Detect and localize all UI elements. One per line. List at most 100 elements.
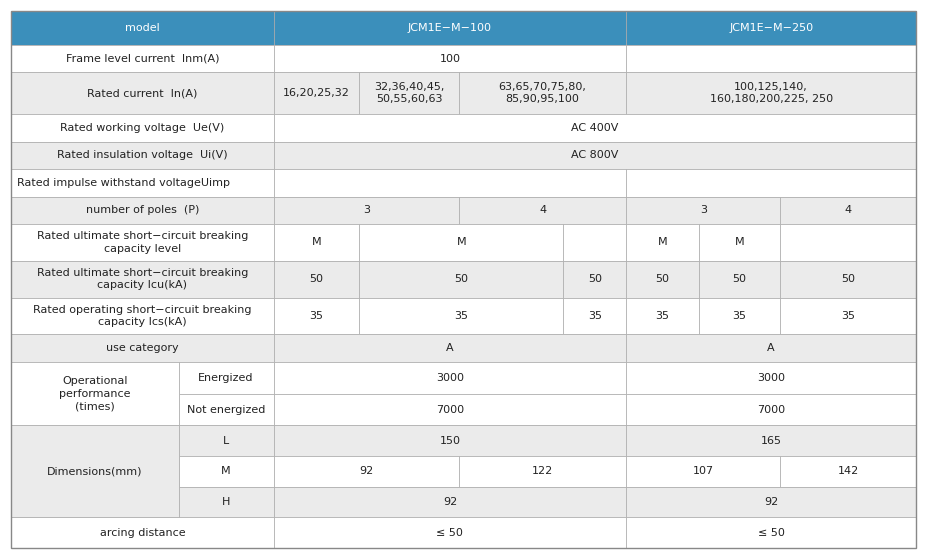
Bar <box>11 141 273 169</box>
Bar <box>627 394 916 425</box>
Bar <box>11 114 273 141</box>
Bar <box>179 487 273 517</box>
Bar <box>360 224 563 261</box>
Text: ≤ 50: ≤ 50 <box>437 528 464 538</box>
Bar <box>459 197 627 224</box>
Bar <box>563 224 627 261</box>
Bar <box>179 425 273 456</box>
Text: 3: 3 <box>700 205 706 215</box>
Bar <box>273 394 627 425</box>
Bar <box>273 487 627 517</box>
Text: 16,20,25,32: 16,20,25,32 <box>283 88 349 98</box>
Bar <box>699 224 781 261</box>
Bar <box>360 261 563 297</box>
Text: JCM1E−M−250: JCM1E−M−250 <box>729 23 813 33</box>
Bar <box>179 456 273 487</box>
Bar <box>627 169 916 197</box>
Text: 7000: 7000 <box>436 405 464 415</box>
Text: Not energized: Not energized <box>187 405 265 415</box>
Text: 7000: 7000 <box>757 405 785 415</box>
Text: 92: 92 <box>764 497 779 507</box>
Text: number of poles  (P): number of poles (P) <box>85 205 199 215</box>
Text: 35: 35 <box>588 311 602 321</box>
Bar <box>781 456 916 487</box>
Text: 100,125,140,
160,180,200,225, 250: 100,125,140, 160,180,200,225, 250 <box>709 82 832 105</box>
Text: 50: 50 <box>655 274 669 284</box>
Text: H: H <box>222 497 230 507</box>
Text: L: L <box>222 435 229 446</box>
Text: 50: 50 <box>588 274 602 284</box>
Text: arcing distance: arcing distance <box>99 528 185 538</box>
Text: M: M <box>658 238 667 248</box>
Bar <box>273 197 459 224</box>
Bar <box>273 45 627 72</box>
Text: 100: 100 <box>439 54 461 64</box>
Bar <box>273 169 627 197</box>
Bar <box>781 197 916 224</box>
Bar <box>11 334 273 362</box>
Text: ≤ 50: ≤ 50 <box>757 528 784 538</box>
Bar <box>11 169 273 197</box>
Text: M: M <box>222 466 231 476</box>
Text: Rated working voltage  Ue(V): Rated working voltage Ue(V) <box>60 123 224 132</box>
Bar <box>699 261 781 297</box>
Bar <box>627 425 916 456</box>
Text: 107: 107 <box>692 466 714 476</box>
Bar <box>627 517 916 548</box>
Text: use category: use category <box>106 343 179 353</box>
Bar <box>273 224 360 261</box>
Text: M: M <box>311 238 322 248</box>
Bar <box>11 517 273 548</box>
Bar <box>273 362 627 394</box>
Bar <box>11 425 179 517</box>
Bar <box>459 456 627 487</box>
Text: model: model <box>125 23 159 33</box>
Text: 3000: 3000 <box>757 373 785 383</box>
Bar <box>563 297 627 334</box>
Text: 92: 92 <box>359 466 374 476</box>
Text: Rated current  In(A): Rated current In(A) <box>87 88 197 98</box>
Text: 35: 35 <box>310 311 324 321</box>
Text: 35: 35 <box>732 311 746 321</box>
Bar <box>360 72 459 114</box>
Text: 3: 3 <box>362 205 370 215</box>
Text: 4: 4 <box>844 205 852 215</box>
Bar <box>360 297 563 334</box>
Text: 63,65,70,75,80,
85,90,95,100: 63,65,70,75,80, 85,90,95,100 <box>499 82 587 105</box>
Bar <box>11 197 273 224</box>
Bar <box>627 72 916 114</box>
Bar <box>627 197 781 224</box>
Bar <box>179 394 273 425</box>
Bar <box>781 224 916 261</box>
Bar <box>627 11 916 45</box>
Text: 50: 50 <box>841 274 855 284</box>
Text: 92: 92 <box>443 497 457 507</box>
Text: 50: 50 <box>454 274 468 284</box>
Text: Frame level current  Inm(A): Frame level current Inm(A) <box>66 54 219 64</box>
Text: 150: 150 <box>439 435 461 446</box>
Bar <box>273 114 916 141</box>
Text: Rated impulse withstand voltageUimp: Rated impulse withstand voltageUimp <box>17 178 230 188</box>
Text: 4: 4 <box>540 205 546 215</box>
Bar <box>273 517 627 548</box>
Text: 35: 35 <box>655 311 669 321</box>
Text: 142: 142 <box>837 466 858 476</box>
Bar <box>627 224 699 261</box>
Bar <box>781 297 916 334</box>
Text: 165: 165 <box>761 435 781 446</box>
Bar <box>781 261 916 297</box>
Bar <box>273 425 627 456</box>
Text: 50: 50 <box>310 274 324 284</box>
Text: A: A <box>768 343 775 353</box>
Text: M: M <box>734 238 744 248</box>
Bar <box>627 456 781 487</box>
Bar <box>273 141 916 169</box>
Text: 35: 35 <box>454 311 468 321</box>
Bar <box>273 261 360 297</box>
Bar <box>699 297 781 334</box>
Bar <box>11 362 179 425</box>
Text: AC 400V: AC 400V <box>571 123 618 132</box>
Bar <box>11 72 273 114</box>
Bar <box>273 11 627 45</box>
Bar <box>179 362 273 394</box>
